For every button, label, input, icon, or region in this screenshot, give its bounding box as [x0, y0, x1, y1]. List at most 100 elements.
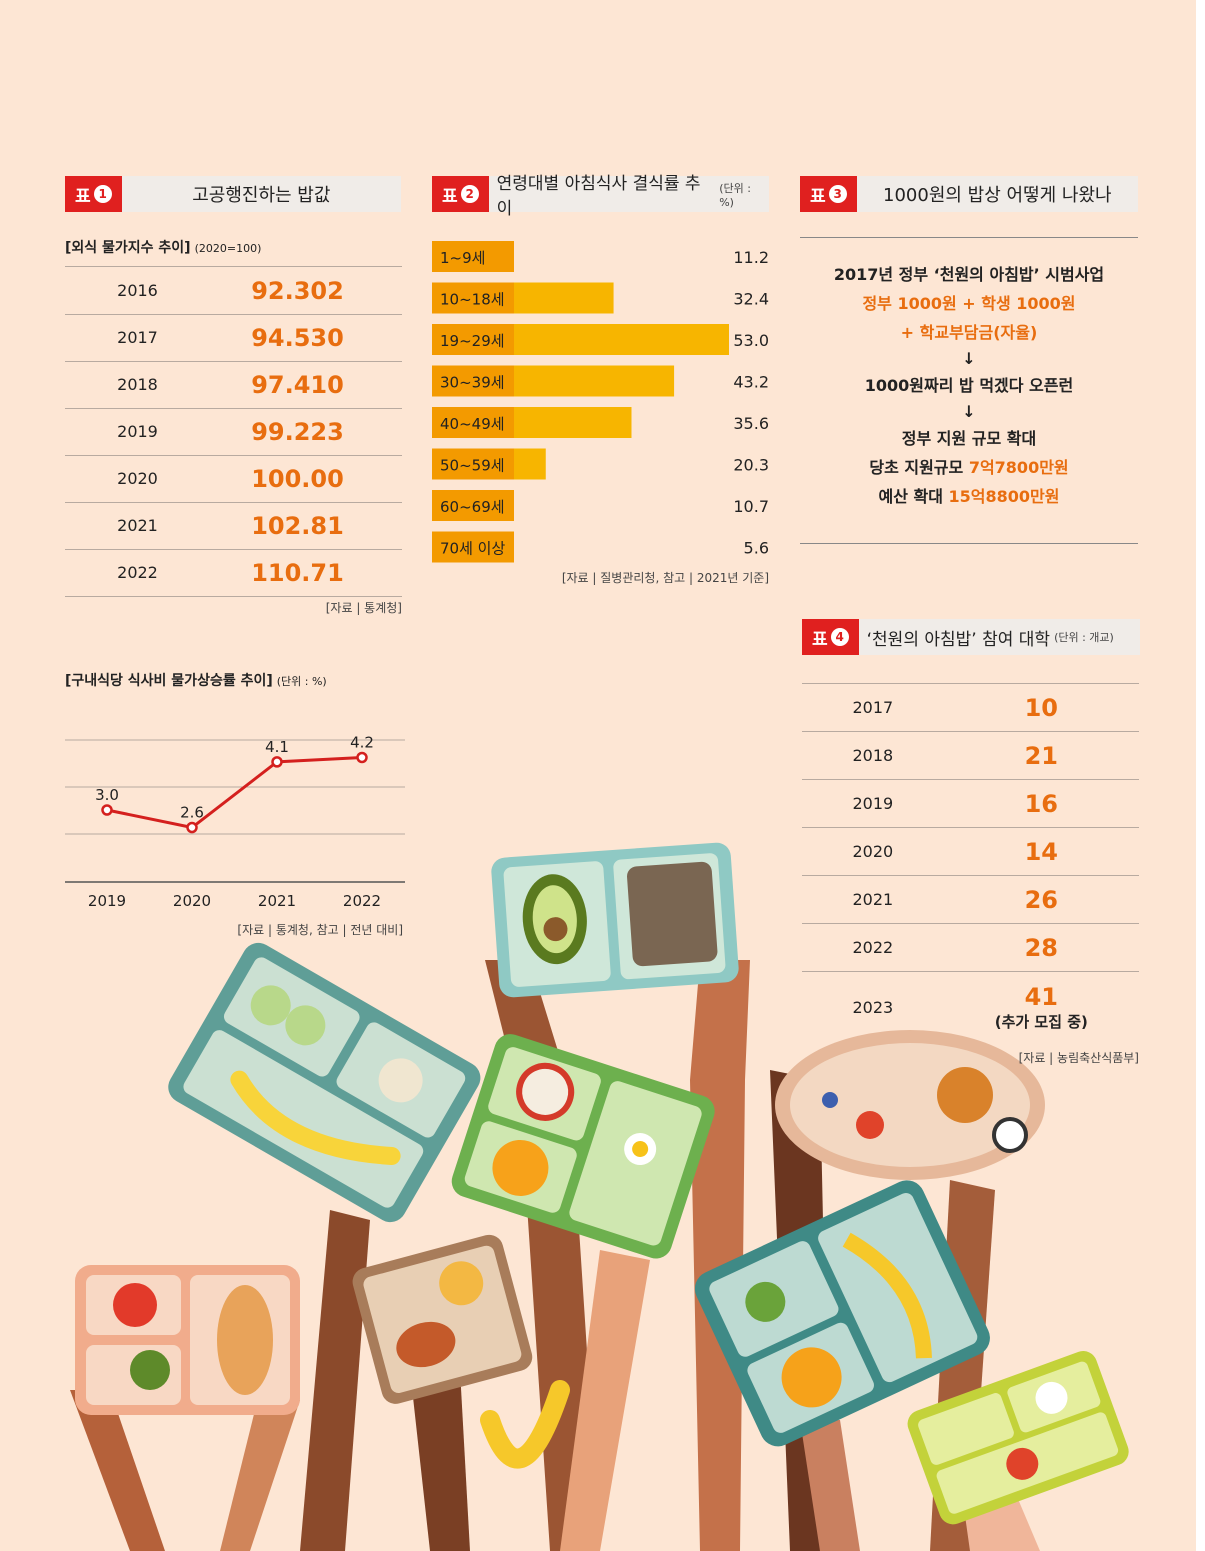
- table1-value: 110.71: [251, 558, 344, 587]
- top-band: [0, 0, 1205, 160]
- table4-row: 2017 10: [802, 684, 1139, 732]
- table1-value: 94.530: [251, 323, 344, 352]
- table4-row: 2018 21: [802, 732, 1139, 780]
- data-label: 3.0: [95, 786, 119, 804]
- table1-row: 2022 110.71: [65, 549, 402, 597]
- table2-unit: (단위 : %): [719, 181, 751, 209]
- value-label: 32.4: [733, 290, 769, 309]
- table4-source: [자료 | 농림축산식품부]: [1018, 1051, 1139, 1065]
- table1-row: 2016 92.302: [65, 267, 402, 315]
- table4-year: 2021: [852, 890, 894, 909]
- value-label: 35.6: [733, 414, 769, 433]
- x-tick-label: 2021: [258, 892, 296, 910]
- category-label: 10~18세: [440, 291, 505, 309]
- table1-year: 2018: [117, 375, 158, 394]
- table3-title: 1000원의 밥상 어떻게 나왔나: [883, 185, 1112, 206]
- table3-line2: 정부 1000원 + 학생 1000원: [862, 294, 1076, 313]
- table4-value: 41: [1024, 982, 1059, 1011]
- table1-row: 2017 94.530: [65, 314, 402, 362]
- bar-label-bg: [432, 365, 514, 397]
- value-label: 10.7: [733, 497, 769, 516]
- value-label: 43.2: [733, 373, 769, 392]
- category-label: 70세 이상: [440, 540, 505, 558]
- table3-line6: 당초 지원규모 7억7800만원: [869, 458, 1069, 477]
- table4-value: 14: [1024, 837, 1059, 866]
- table4-value: 28: [1024, 933, 1059, 962]
- table4-unit: (단위 : 개교): [1054, 631, 1114, 644]
- table1-value: 99.223: [251, 417, 344, 446]
- bar-label-bg: [432, 531, 514, 563]
- bar-label-bg: [432, 324, 514, 355]
- table1-year: 2021: [117, 516, 158, 535]
- table1-title: 고공행진하는 밥값: [192, 185, 331, 206]
- data-label: 4.2: [350, 734, 374, 752]
- value-label: 20.3: [733, 456, 769, 475]
- down-arrow-icon: ↓: [962, 402, 976, 421]
- table4-row: 2019 16: [802, 780, 1139, 828]
- table4-row: 2022 28: [802, 924, 1139, 972]
- table4-row: 2020 14: [802, 828, 1139, 876]
- table1-source: [자료 | 통계청]: [325, 601, 402, 615]
- table3-body: 2017년 정부 ‘천원의 아침밥’ 시범사업 정부 1000원 + 학생 10…: [800, 237, 1138, 544]
- category-label: 50~59세: [440, 457, 505, 475]
- table4-value: 10: [1024, 693, 1059, 722]
- table4-year: 2017: [852, 698, 894, 717]
- data-label: 2.6: [180, 804, 204, 822]
- bar-label-bg: [432, 448, 514, 480]
- x-tick-label: 2019: [88, 892, 126, 910]
- table1-row: 2018 97.410: [65, 361, 402, 409]
- table2-title: 연령대별 아침식사 결식률 추이: [496, 174, 701, 219]
- table1-value: 97.410: [251, 370, 344, 399]
- value-label: 11.2: [733, 248, 769, 267]
- bar-label-bg: [432, 241, 514, 272]
- table1-year: 2020: [117, 469, 158, 488]
- table4-value-group: 41 (추가 모집 중): [944, 983, 1139, 1032]
- linechart-title: [구내식당 식사비 물가상승률 추이] (단위 : %): [65, 673, 327, 689]
- table4-year: 2020: [852, 842, 894, 861]
- table4-year: 2018: [852, 746, 894, 765]
- bar-label-bg: [432, 282, 514, 314]
- data-point: [186, 821, 198, 834]
- table1-row: 2021 102.81: [65, 502, 402, 550]
- bar-label-bg: [432, 407, 514, 438]
- series-line: [106, 756, 363, 830]
- table3-line3: + 학교부담금(자율): [900, 323, 1038, 342]
- down-arrow-icon: ↓: [962, 349, 976, 368]
- table4-value: 21: [1024, 741, 1059, 770]
- table2-source: [자료 | 질병관리청, 참고 | 2021년 기준]: [561, 571, 769, 585]
- table4-value: 16: [1024, 789, 1059, 818]
- data-point: [271, 756, 283, 768]
- x-tick-label: 2020: [173, 892, 211, 910]
- table4-year: 2022: [852, 938, 894, 957]
- table1-year: 2019: [117, 422, 158, 441]
- bar-chart: 1~9세 11.2 10~18세 32.4 19~29세 53.0 30~39세 43.2 40…: [432, 241, 769, 563]
- table4-value: 26: [1024, 885, 1059, 914]
- table4-body: 2017 10 2018 21 2019 16 2020 14 2021 26 2022 2…: [802, 683, 1139, 1043]
- table1-row: 2020 100.00: [65, 455, 402, 503]
- data-label: 4.1: [265, 738, 289, 756]
- table3-line4: 1000원짜리 밥 먹겠다 오픈런: [864, 376, 1074, 395]
- table4-year: 2023: [852, 997, 894, 1017]
- table3-line7: 예산 확대 15억8800만원: [878, 487, 1060, 506]
- table1-year: 2017: [117, 328, 158, 347]
- line-chart: 3.0 2019 2.6 2020 4.1 2021 4.2 2022: [65, 734, 405, 910]
- table4-row: 2023 41 (추가 모집 중): [802, 972, 1139, 1042]
- right-edge: [1196, 0, 1205, 1551]
- table1-value: 100.00: [251, 464, 344, 493]
- table1-value: 102.81: [251, 511, 344, 540]
- table1-body: 2016 92.302 2017 94.530 2018 97.410 2019 99.…: [65, 266, 402, 597]
- linechart-source: [자료 | 통계청, 참고 | 전년 대비]: [237, 923, 403, 937]
- table4-title: ‘천원의 아침밥’ 참여 대학: [866, 629, 1051, 650]
- category-label: 30~39세: [440, 374, 505, 392]
- category-label: 40~49세: [440, 415, 505, 433]
- table4-year: 2019: [852, 794, 894, 813]
- table3-line1: 2017년 정부 ‘천원의 아침밥’ 시범사업: [833, 265, 1105, 284]
- bar-label-bg: [432, 490, 514, 521]
- table1-subtitle: [외식 물가지수 추이] (2020=100): [65, 240, 262, 256]
